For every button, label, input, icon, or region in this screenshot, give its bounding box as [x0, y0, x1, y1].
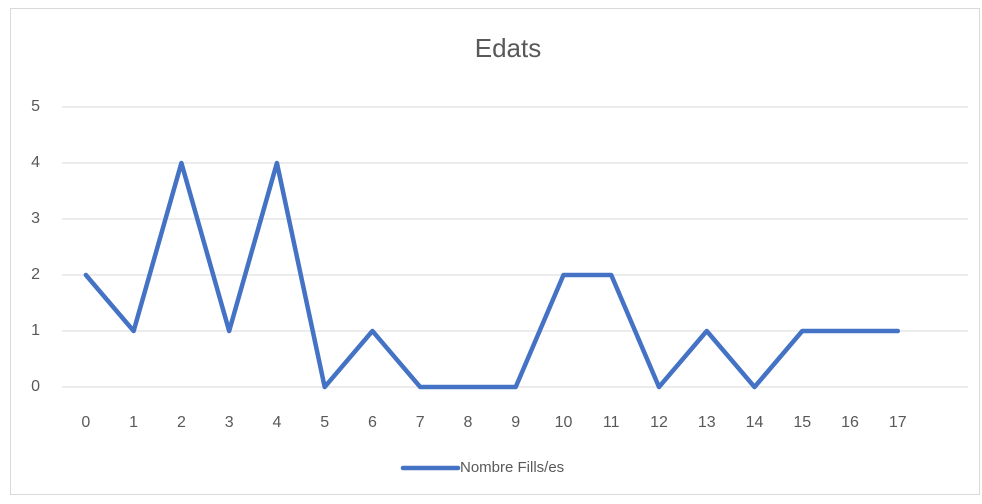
- x-tick-label: 1: [129, 414, 138, 431]
- x-tick-label: 13: [698, 414, 716, 431]
- chart-border: [10, 8, 980, 495]
- y-tick-label: 2: [31, 266, 40, 283]
- y-tick-label: 3: [31, 210, 40, 227]
- x-tick-label: 17: [889, 414, 907, 431]
- x-tick-label: 15: [793, 414, 811, 431]
- x-tick-label: 3: [225, 414, 234, 431]
- x-tick-label: 6: [368, 414, 377, 431]
- x-tick-label: 2: [177, 414, 186, 431]
- x-tick-label: 8: [464, 414, 473, 431]
- x-tick-label: 16: [841, 414, 859, 431]
- y-tick-label: 5: [31, 98, 40, 115]
- x-tick-label: 9: [511, 414, 520, 431]
- x-tick-label: 4: [272, 414, 281, 431]
- x-tick-label: 12: [650, 414, 668, 431]
- chart-title: Edats: [475, 33, 542, 63]
- x-tick-label: 5: [320, 414, 329, 431]
- y-tick-label: 4: [31, 154, 40, 171]
- x-tick-label: 0: [81, 414, 90, 431]
- x-tick-label: 7: [416, 414, 425, 431]
- data-line: [83, 160, 901, 390]
- x-tick-label: 10: [555, 414, 573, 431]
- x-tick-label: 14: [746, 414, 764, 431]
- y-tick-label: 1: [31, 322, 40, 339]
- y-tick-label: 0: [31, 378, 40, 395]
- x-tick-label: 11: [603, 414, 620, 431]
- legend-label: Nombre Fills/es: [460, 459, 564, 476]
